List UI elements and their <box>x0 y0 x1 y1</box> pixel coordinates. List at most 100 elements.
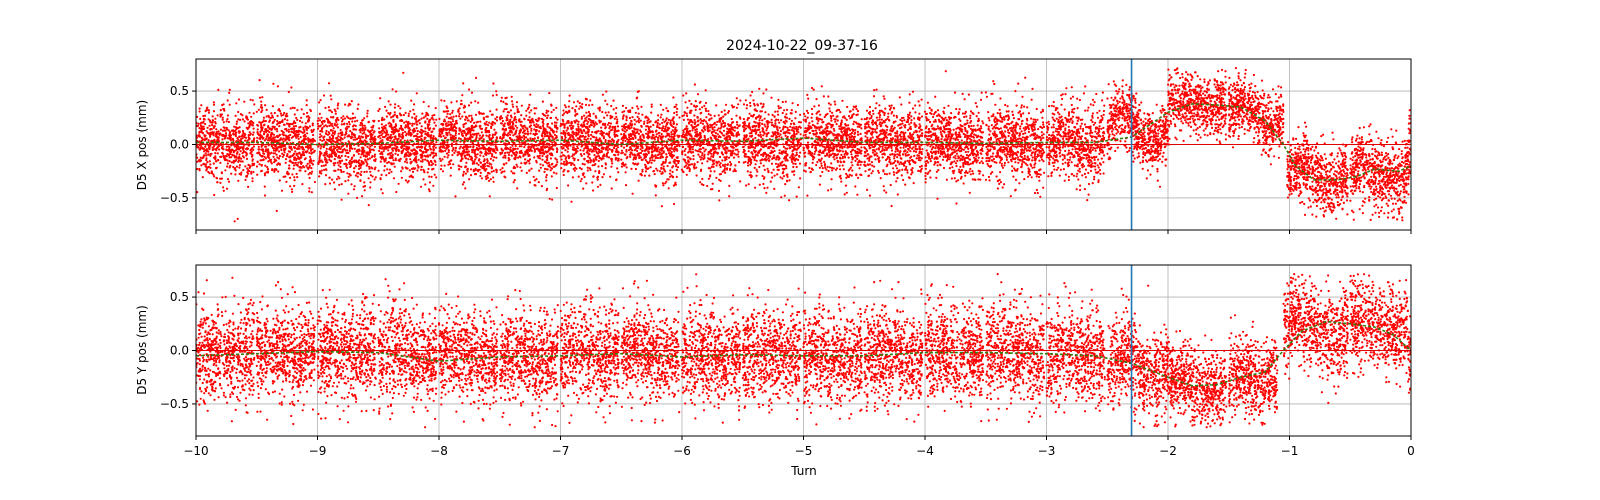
data-point <box>666 134 669 137</box>
data-point <box>474 173 478 176</box>
data-point <box>303 137 306 140</box>
data-point <box>458 107 461 110</box>
data-point <box>651 153 654 156</box>
data-point <box>247 185 250 188</box>
data-point <box>289 176 292 179</box>
data-point <box>325 152 328 155</box>
data-point <box>593 163 596 167</box>
data-point <box>351 147 354 150</box>
data-point <box>303 133 306 136</box>
data-point <box>411 116 414 119</box>
data-point <box>567 132 570 135</box>
data-point <box>432 162 435 165</box>
data-point <box>475 162 478 165</box>
data-point <box>646 125 649 128</box>
data-point <box>405 158 408 161</box>
data-point <box>347 104 350 107</box>
data-point <box>326 155 329 158</box>
data-point <box>548 148 552 151</box>
data-point <box>351 120 354 123</box>
data-point <box>276 156 279 159</box>
data-point <box>445 131 448 134</box>
data-point <box>396 114 399 117</box>
data-point <box>656 121 659 124</box>
data-point <box>379 97 382 100</box>
data-point <box>591 103 594 106</box>
data-point <box>390 116 393 119</box>
data-point <box>345 145 348 148</box>
data-point <box>401 145 404 149</box>
data-point <box>644 166 647 169</box>
data-point <box>205 168 208 171</box>
data-point <box>257 145 260 148</box>
data-point <box>235 165 239 168</box>
data-point <box>395 90 398 93</box>
data-point <box>555 106 558 109</box>
data-point <box>571 148 574 151</box>
data-point <box>637 154 640 157</box>
data-point <box>421 158 424 161</box>
data-point <box>518 141 521 144</box>
data-point <box>381 132 384 135</box>
data-point <box>358 149 361 152</box>
data-point <box>511 105 515 108</box>
data-point <box>658 127 662 130</box>
data-point <box>633 123 637 126</box>
data-point <box>300 166 303 169</box>
data-point <box>214 120 217 124</box>
data-point <box>416 169 419 172</box>
data-point <box>336 126 339 129</box>
data-point <box>259 121 263 124</box>
data-point <box>378 145 381 148</box>
data-point <box>565 129 568 132</box>
data-point <box>627 133 631 136</box>
data-point <box>407 127 410 130</box>
data-point <box>657 139 660 142</box>
data-point <box>451 109 454 112</box>
data-point <box>396 146 399 149</box>
data-point <box>302 128 305 131</box>
data-point <box>655 167 658 170</box>
data-point <box>328 176 331 179</box>
data-point <box>535 161 538 164</box>
data-point <box>677 160 681 163</box>
data-point <box>378 107 381 111</box>
data-point <box>503 108 506 111</box>
data-point <box>199 156 202 159</box>
data-point <box>217 130 220 133</box>
data-point <box>432 118 435 121</box>
data-point <box>395 129 398 133</box>
data-point <box>219 128 222 131</box>
data-point <box>567 121 570 124</box>
data-point <box>588 157 591 160</box>
data-point <box>215 177 219 180</box>
data-point <box>263 132 266 135</box>
data-point <box>490 167 493 170</box>
data-point <box>204 152 207 155</box>
data-point <box>320 159 323 162</box>
data-point <box>512 134 515 137</box>
data-point <box>212 145 215 148</box>
data-point <box>518 145 521 148</box>
data-point <box>464 172 467 175</box>
data-point <box>633 118 636 121</box>
data-point <box>623 132 626 136</box>
data-point <box>525 114 528 117</box>
data-point <box>306 132 309 135</box>
data-point <box>221 118 224 121</box>
data-point <box>307 137 310 140</box>
data-point <box>604 162 607 165</box>
data-point <box>213 175 216 178</box>
data-point <box>500 96 503 99</box>
data-point <box>239 118 242 121</box>
data-point <box>347 125 350 128</box>
data-point <box>553 121 557 124</box>
data-point <box>432 148 435 151</box>
data-point <box>333 188 336 191</box>
data-point <box>287 122 290 125</box>
data-point <box>478 111 481 114</box>
data-point <box>529 132 532 135</box>
data-point <box>521 131 525 134</box>
data-point <box>533 179 537 182</box>
data-point <box>420 165 423 168</box>
